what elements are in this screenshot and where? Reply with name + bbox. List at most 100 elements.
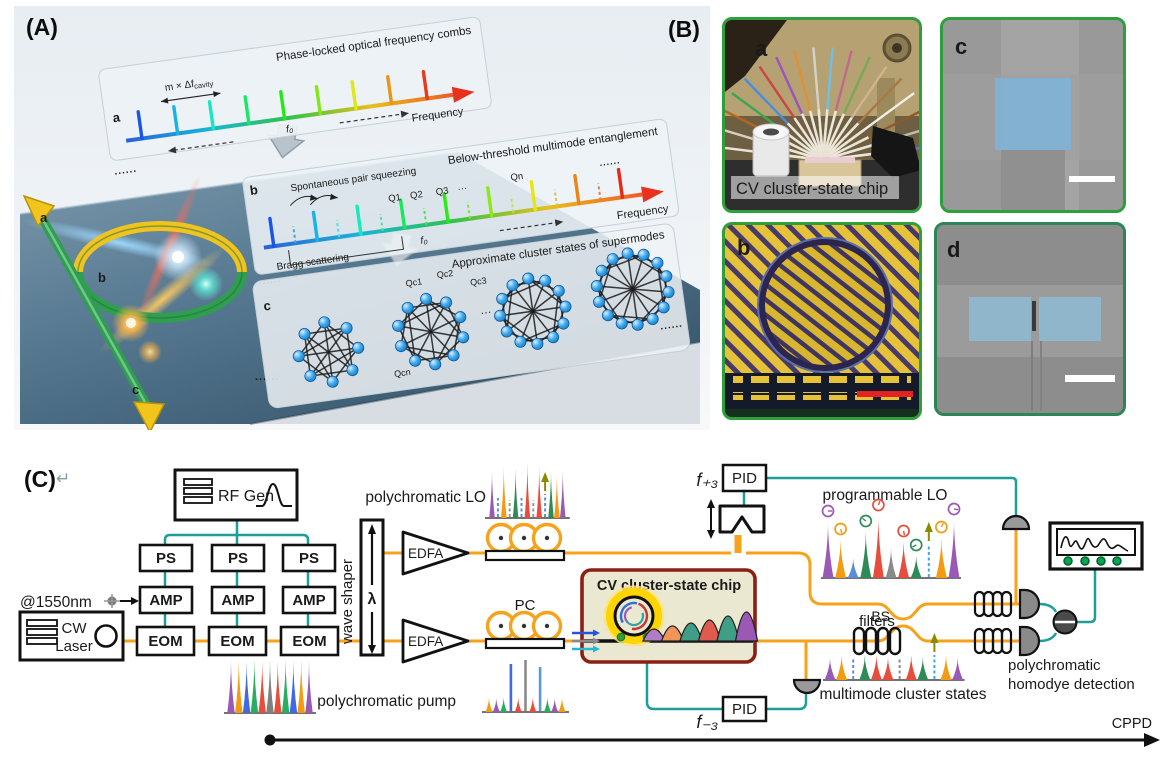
programmable-lo-spectrum <box>821 498 961 579</box>
chip-ring-icon <box>603 585 665 647</box>
fiber-coils <box>973 590 1013 655</box>
ps-box-label: PS <box>299 550 319 567</box>
cppd-label: CPPD <box>1112 716 1152 732</box>
light-flares <box>112 233 223 364</box>
photodetector-icon <box>1018 588 1041 620</box>
photo-a-chip-packaging: CV cluster-state chip a <box>722 17 922 213</box>
rf-gen-label: RF Gen <box>218 488 274 505</box>
scale-bar <box>1069 176 1115 182</box>
microring-outline <box>757 237 893 373</box>
comb2-f0-label: f₀ <box>420 235 428 247</box>
homodyne-label-line1: polychromatic <box>1008 657 1101 674</box>
clusters-sublabel: c <box>262 298 271 314</box>
cluster-state-graphs <box>292 247 675 388</box>
eom-box-label: EOM <box>292 633 326 650</box>
comb2-qdots: ··· <box>457 183 468 195</box>
pid-box-label: PID <box>732 701 757 718</box>
comb1-ellipsis: ...... <box>114 164 138 178</box>
ps-box-label: PS <box>228 550 248 567</box>
comb2-qn-label: Qn <box>510 171 524 184</box>
photo-b-tag: b <box>737 235 750 260</box>
chip-port-b-label: b <box>98 270 106 285</box>
waveguide-arrow-icon <box>22 194 56 228</box>
poly-pump-label: polychromatic pump <box>317 693 456 710</box>
cv-cluster-state-chip: CV cluster-state chip <box>572 568 759 664</box>
cw-label-line1: CW <box>62 620 88 637</box>
overlay-panel-clusters: Approximate cluster states of supermodes… <box>252 223 691 409</box>
photodetector-icon <box>792 678 822 695</box>
edfa-label: EDFA <box>408 546 443 561</box>
axis-arrow-icon <box>1144 733 1160 747</box>
pid-box-label: PID <box>732 470 757 487</box>
lo-comb-spectrum <box>485 462 570 519</box>
scope-trace <box>1060 536 1129 552</box>
chip-port-a-label: a <box>40 210 48 225</box>
clusters-qcn-label: Qcn <box>394 367 412 379</box>
scale-bar-red <box>857 391 913 397</box>
comb1-f0-label: f₀ <box>285 123 293 135</box>
panel-a-illustration: a b c ...... Phase-locked optical freque… <box>14 6 710 430</box>
polarization-controller-lo <box>484 522 566 562</box>
chip-input-arrows-icon <box>572 629 600 653</box>
oscilloscope <box>1048 521 1144 571</box>
coupler-arm-highlight <box>969 297 1031 341</box>
pump-comb-spectrum <box>482 660 569 713</box>
photon-icon <box>104 594 139 608</box>
edfa-amplifiers: EDFA EDFA <box>401 530 470 664</box>
multimode-label: multimode cluster states <box>819 686 986 703</box>
comb1-spacing-label: m × Δfcavity <box>164 76 214 95</box>
coupler-arm-highlight <box>1039 297 1101 341</box>
photo-d-tag: d <box>947 237 960 262</box>
photo-c-content: c <box>943 20 1123 210</box>
wavelength-label: @1550nm <box>20 594 92 611</box>
cw-laser: @1550nm CW Laser <box>18 594 139 662</box>
chip-output-pulses <box>641 611 759 642</box>
photo-a-caption: CV cluster-state chip <box>736 180 888 198</box>
panel-c-setup-schematic: RF Gen PS PS PS AMP AMP AMP EOM EOM EOM <box>18 462 1160 747</box>
cppd-axis: CPPD <box>264 716 1160 747</box>
pulse-icon <box>256 482 292 507</box>
clusters-qc3-label: Qc3 <box>470 275 488 287</box>
filters-label: filters <box>859 613 895 630</box>
photo-b-content: b <box>725 225 919 417</box>
ps-box-label: PS <box>156 550 176 567</box>
pc-label: PC <box>515 597 536 614</box>
photo-a-content: CV cluster-state chip a <box>725 20 919 210</box>
photo-b-micrograph: b <box>722 222 922 420</box>
amp-box-label: AMP <box>292 592 325 609</box>
eom-box-label: EOM <box>148 633 182 650</box>
panel-c-label: (C)↵ <box>24 466 70 493</box>
comb2-q2-label: Q2 <box>409 189 423 202</box>
comb2-sublabel: b <box>249 182 259 198</box>
photo-a-tag: a <box>755 36 768 61</box>
fiber-post-icon <box>752 123 790 177</box>
clusters-qc1-label: Qc1 <box>405 276 423 288</box>
homodyne-label-line2: homodye detection <box>1008 676 1135 693</box>
filters: filters <box>852 613 902 656</box>
rf-generator: RF Gen <box>173 468 299 522</box>
scale-bar <box>1065 375 1115 382</box>
comb2-q3-label: Q3 <box>435 185 449 198</box>
prog-lo-label: programmable LO <box>823 487 948 504</box>
clusters-qc2-label: Qc2 <box>436 268 454 280</box>
bs-label: BS <box>871 608 890 624</box>
panel-a-label: (A) <box>26 14 58 40</box>
eom-comb-spectrum <box>224 659 316 714</box>
wave-shaper-label: wave shaper <box>339 559 356 645</box>
comb2-ellipsis-top: ...... <box>599 155 621 168</box>
comb1-sublabel: a <box>112 109 122 125</box>
balanced-homodyne-detector <box>1018 588 1078 657</box>
multimode-cluster-spectrum <box>823 633 965 681</box>
electronic-wires <box>163 476 1097 711</box>
panel-c-label-text: (C) <box>24 466 56 492</box>
photodetector-icon <box>1018 625 1041 657</box>
amp-box-label: AMP <box>221 592 254 609</box>
f-plus3-phase-lock: f₊₃ PID <box>696 463 1031 539</box>
clusters-ellipsis: ...... <box>659 319 683 333</box>
edfa-label: EDFA <box>408 634 443 649</box>
amp-box-label: AMP <box>149 592 182 609</box>
frequency-axis-arrow-icon <box>451 86 475 103</box>
f-minus3-phase-lock: f₋₃ PID <box>696 678 822 732</box>
poly-lo-label: polychromatic LO <box>365 489 486 506</box>
